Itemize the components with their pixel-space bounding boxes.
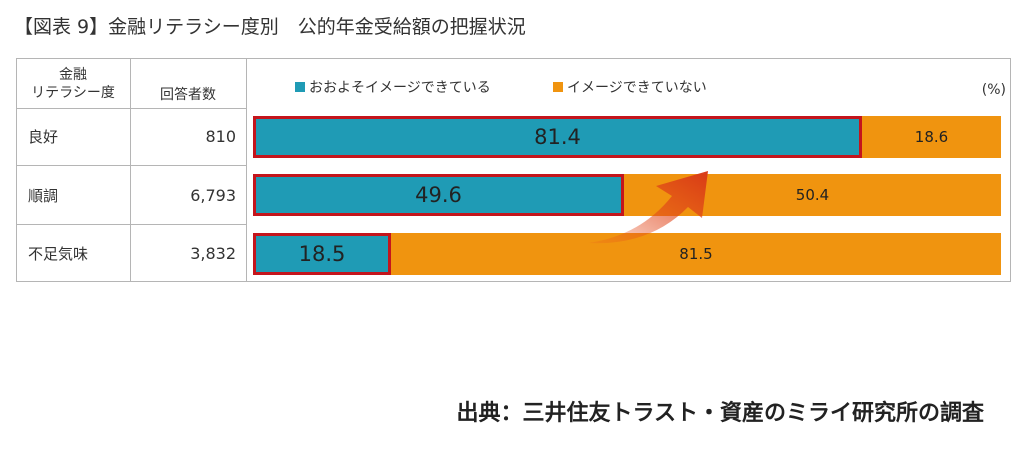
- divider-col2: [246, 58, 247, 282]
- legend-label-a: おおよそイメージできている: [309, 80, 491, 96]
- legend-swatch-a: [295, 82, 305, 92]
- divider-row2: [16, 224, 246, 225]
- bar-value-label: 81.4: [534, 125, 581, 149]
- bar-value-label: 50.4: [795, 186, 830, 204]
- row-label-good: 良好: [28, 128, 59, 146]
- row-count-good: 810: [205, 127, 236, 146]
- legend-item-b: イメージできていない: [553, 78, 707, 96]
- header-literacy-line2: リテラシー度: [31, 85, 115, 101]
- bar-good-can-imagine: 81.4: [253, 116, 862, 158]
- row-count-steady: 6,793: [190, 186, 236, 205]
- header-literacy: 金融 リテラシー度: [18, 66, 128, 102]
- row-label-steady: 順調: [28, 187, 59, 205]
- chart-frame: [16, 58, 1011, 282]
- bar-value-label: 18.5: [298, 242, 346, 266]
- divider-row1: [16, 165, 246, 166]
- legend-swatch-b: [553, 82, 563, 92]
- header-literacy-line1: 金融: [59, 67, 87, 83]
- divider-col1: [130, 58, 131, 282]
- divider-header: [16, 108, 246, 109]
- chart-title: 【図表 9】金融リテラシー度別 公的年金受給額の把握状況: [14, 16, 526, 38]
- bar-lacking-cannot-imagine: 81.5: [391, 233, 1001, 275]
- bar-value-label: 18.6: [914, 128, 949, 146]
- bar-value-label: 49.6: [415, 183, 462, 207]
- bar-steady-can-imagine: 49.6: [253, 174, 624, 216]
- bar-value-label: 81.5: [679, 245, 713, 263]
- row-count-lacking: 3,832: [190, 244, 236, 263]
- source-note: 出典：三井住友トラスト・資産のミライ研究所の調査: [456, 401, 984, 426]
- legend-label-b: イメージできていない: [567, 80, 707, 96]
- row-label-lacking: 不足気味: [28, 245, 89, 263]
- bar-steady-cannot-imagine: 50.4: [624, 174, 1001, 216]
- bar-good-cannot-imagine: 18.6: [862, 116, 1001, 158]
- header-respondents: 回答者数: [160, 87, 216, 103]
- legend-item-a: おおよそイメージできている: [295, 78, 491, 96]
- bar-lacking-can-imagine: 18.5: [253, 233, 391, 275]
- unit-label: (%): [981, 82, 1006, 98]
